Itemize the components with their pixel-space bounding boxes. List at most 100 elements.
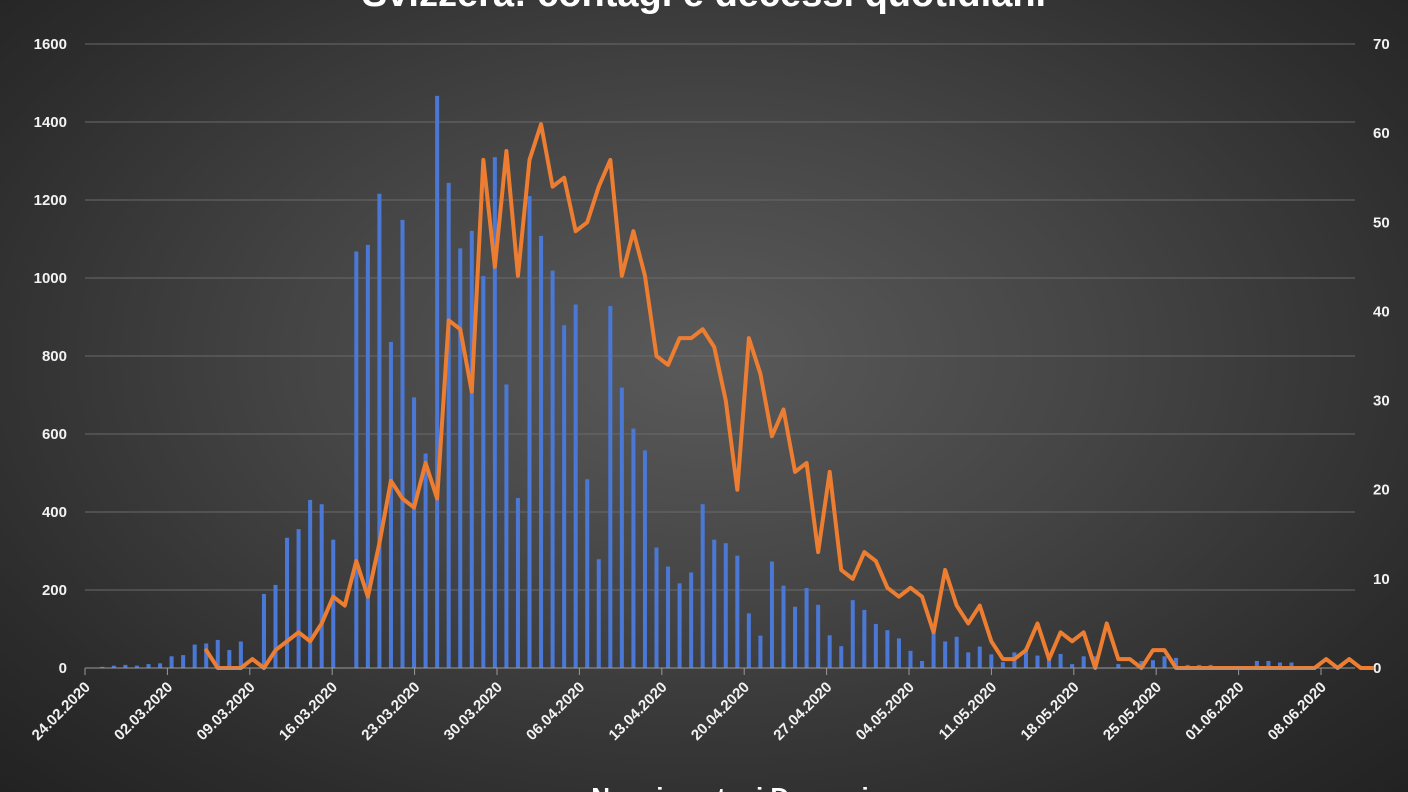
- y-left-tick-label: 1200: [34, 192, 67, 209]
- y-left-tick-label: 1400: [34, 114, 67, 131]
- bar-contagi: [896, 638, 901, 668]
- bar-contagi: [435, 95, 440, 669]
- y-left-tick-label: 1600: [34, 36, 67, 53]
- bar-contagi: [331, 539, 336, 668]
- x-tick-label: 27.04.2020: [770, 679, 835, 744]
- y-left-tick-label: 200: [42, 582, 67, 599]
- bar-contagi: [181, 655, 186, 668]
- bar-contagi: [793, 606, 798, 668]
- bar-contagi: [273, 584, 278, 668]
- bar-contagi: [619, 387, 624, 668]
- bar-contagi: [631, 428, 636, 668]
- bar-contagi: [111, 665, 116, 668]
- bar-contagi: [458, 248, 463, 669]
- y-axis-right: 0 10 20 30 40 50 60 70: [1373, 36, 1390, 677]
- bar-contagi: [862, 609, 867, 668]
- bar-contagi: [227, 650, 232, 668]
- bar-contagi: [1047, 654, 1052, 668]
- bar-contagi: [469, 230, 474, 668]
- bar-contagi: [1070, 664, 1075, 668]
- bar-contagi: [642, 450, 647, 668]
- x-tick-label: 25.05.2020: [1100, 679, 1165, 744]
- y-left-tick-label: 600: [42, 426, 67, 443]
- gridlines: [85, 43, 1355, 669]
- bar-contagi: [1058, 653, 1063, 668]
- y-left-tick-label: 0: [59, 660, 67, 677]
- bar-contagi: [504, 384, 509, 668]
- y-right-tick-label: 0: [1373, 660, 1381, 677]
- y-axis-left: 0 200 400 600 800 1000 1200 1400 1600: [34, 36, 67, 677]
- bar-contagi: [908, 650, 913, 668]
- bar-contagi: [515, 497, 520, 668]
- bar-contagi: [723, 543, 728, 668]
- bar-contagi: [146, 664, 151, 668]
- bar-contagi: [1023, 648, 1028, 668]
- bar-contagi: [296, 529, 301, 668]
- bar-contagi: [700, 504, 705, 668]
- x-axis: 24.02.2020 02.03.2020 09.03.2020 16.03.2020…: [29, 667, 1355, 744]
- bar-contagi: [377, 193, 382, 668]
- bar-contagi: [1116, 664, 1121, 668]
- bar-contagi: [123, 664, 128, 668]
- x-tick-label: 20.04.2020: [688, 679, 753, 744]
- bar-contagi: [827, 635, 832, 668]
- bar-contagi: [215, 639, 220, 668]
- bar-contagi: [192, 644, 197, 668]
- y-right-tick-label: 10: [1373, 571, 1390, 588]
- bar-contagi: [712, 539, 717, 668]
- y-left-tick-label: 1000: [34, 270, 67, 287]
- bar-contagi: [562, 325, 567, 668]
- legend: Nuovi contagi Decessi: [591, 782, 868, 792]
- bar-contagi: [746, 613, 751, 668]
- x-tick-label: 24.02.2020: [29, 679, 94, 744]
- bar-contagi: [238, 641, 243, 668]
- bar-contagi: [481, 276, 486, 668]
- bar-contagi: [285, 537, 290, 668]
- bar-contagi: [654, 547, 659, 668]
- bar-contagi: [850, 600, 855, 668]
- bar-contagi: [735, 555, 740, 668]
- x-tick-label: 13.04.2020: [606, 679, 671, 744]
- bar-contagi: [423, 453, 428, 668]
- bar-contagi: [169, 656, 174, 668]
- bar-contagi: [596, 559, 601, 668]
- bar-contagi: [666, 566, 671, 668]
- bar-contagi: [400, 219, 405, 668]
- bar-contagi: [550, 270, 555, 668]
- x-tick-label: 11.05.2020: [936, 679, 1001, 744]
- y-left-tick-label: 400: [42, 504, 67, 521]
- bar-contagi: [261, 593, 266, 668]
- bar-contagi: [100, 666, 105, 668]
- y-right-tick-label: 70: [1373, 36, 1390, 53]
- bar-contagi: [873, 623, 878, 668]
- bar-contagi: [354, 251, 359, 669]
- x-tick-label: 01.06.2020: [1182, 679, 1247, 744]
- bar-contagi: [1277, 662, 1282, 668]
- bar-contagi: [573, 304, 578, 668]
- x-tick-label: 30.03.2020: [441, 679, 506, 744]
- bar-contagi: [769, 561, 774, 668]
- bar-contagi: [319, 504, 324, 668]
- x-tick-label: 23.03.2020: [358, 679, 423, 744]
- bar-contagi: [677, 583, 682, 668]
- x-tick-label: 16.03.2020: [276, 679, 341, 744]
- bar-contagi: [758, 635, 763, 668]
- y-right-tick-label: 50: [1373, 214, 1390, 231]
- x-tick-label: 09.03.2020: [194, 679, 259, 744]
- bar-contagi: [1174, 657, 1179, 668]
- x-tick-label: 18.05.2020: [1018, 679, 1083, 744]
- y-right-tick-label: 40: [1373, 303, 1390, 320]
- bar-contagi: [492, 157, 497, 668]
- y-left-tick-label: 800: [42, 348, 67, 365]
- bar-series-contagi: [88, 95, 1294, 669]
- bar-contagi: [1254, 660, 1259, 668]
- bar-contagi: [158, 663, 163, 668]
- bar-contagi: [134, 665, 139, 668]
- bar-contagi: [412, 397, 417, 668]
- bar-contagi: [781, 585, 786, 668]
- bar-contagi: [1150, 660, 1155, 668]
- bar-contagi: [1000, 662, 1005, 668]
- bar-contagi: [585, 479, 590, 668]
